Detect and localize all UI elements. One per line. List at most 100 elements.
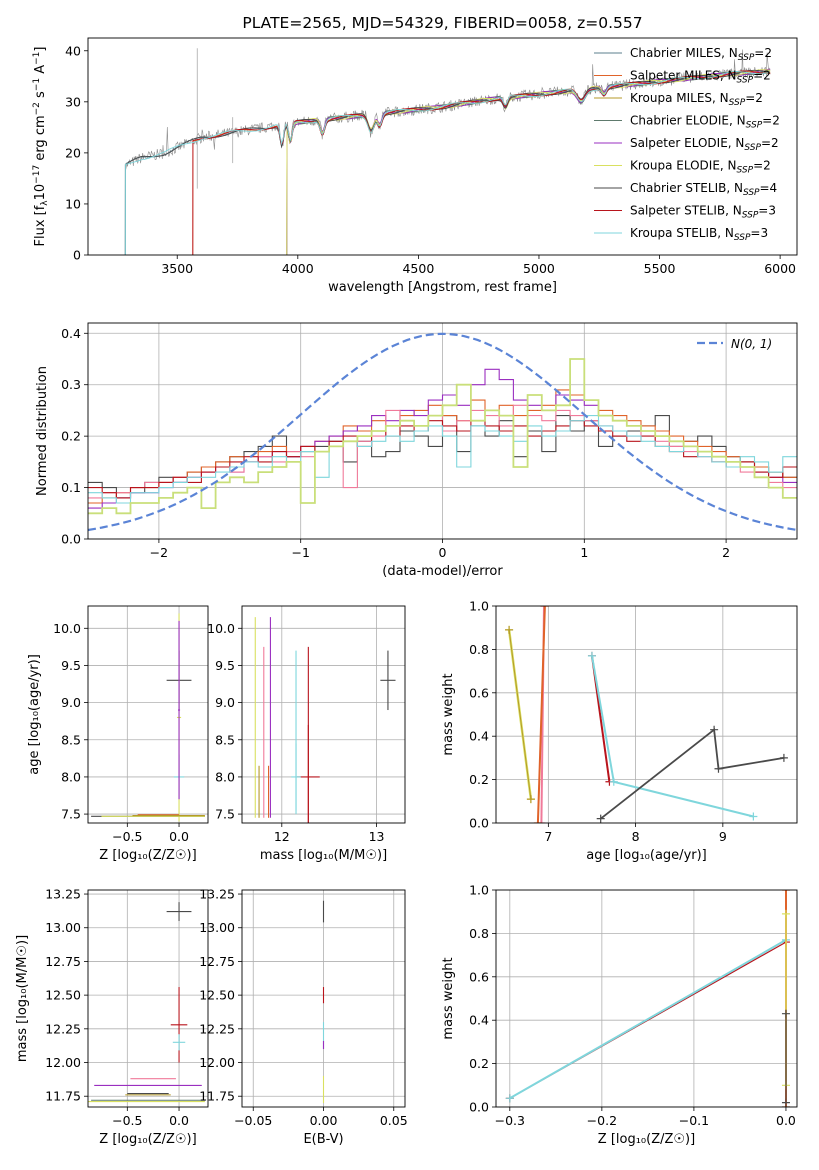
y-axis-label: age [log₁₀(age/yr)] xyxy=(27,654,42,775)
weight-line xyxy=(536,606,546,823)
axes-frame xyxy=(241,605,406,824)
y-tick-label: 12.00 xyxy=(199,1055,235,1070)
plot-area xyxy=(88,323,797,539)
weight-line xyxy=(600,727,785,820)
y-tick-label: 1.0 xyxy=(469,883,489,898)
y-tick-label: 0.6 xyxy=(469,685,489,700)
axes-frame xyxy=(495,889,798,1108)
x-tick-label: −0.3 xyxy=(495,1113,525,1128)
legend-label: Kroupa STELIB, NSSP=3 xyxy=(630,226,768,243)
x-axis-label: age [log₁₀(age/yr)] xyxy=(586,848,707,863)
y-tick-label: 7.5 xyxy=(61,807,81,822)
plot-area xyxy=(124,48,771,255)
legend: Chabrier MILES, NSSP=2 Salpeter MILES, NS… xyxy=(594,46,780,243)
y-tick-label: 8.5 xyxy=(215,732,235,747)
y-tick-label: 12.75 xyxy=(45,954,81,969)
legend-label: Salpeter ELODIE, NSSP=2 xyxy=(630,136,779,153)
x-tick-label: 0.05 xyxy=(380,1113,408,1128)
y-tick-label: 0.0 xyxy=(469,816,489,831)
y-tick-label: 8.0 xyxy=(61,769,81,784)
x-tick-label: 7 xyxy=(544,829,552,844)
y-tick-label: 13.00 xyxy=(199,920,235,935)
legend-label: Kroupa MILES, NSSP=2 xyxy=(630,91,763,108)
x-axis-label: wavelength [Angstrom, rest frame] xyxy=(328,280,557,295)
y-tick-label: 0.4 xyxy=(469,1013,489,1028)
x-axis-label: Z [log₁₀(Z/Z☉)] xyxy=(598,1132,695,1147)
legend-label: Chabrier MILES, NSSP=2 xyxy=(630,46,772,63)
y-tick-label: 1.0 xyxy=(469,599,489,614)
panel-spectrum: 3500 4000 4500 5000 5500 6000 0 10 20 30 40 Chabrie… xyxy=(32,37,798,295)
y-tick-label: 11.75 xyxy=(199,1089,235,1104)
x-tick-label: 4000 xyxy=(282,261,314,276)
legend-label: Salpeter STELIB, NSSP=3 xyxy=(630,204,776,221)
legend-label: Chabrier STELIB, NSSP=4 xyxy=(630,181,777,198)
y-tick-label: 13.25 xyxy=(45,887,81,902)
y-tick-label: 0 xyxy=(73,248,81,263)
histogram-step xyxy=(88,415,797,504)
axes-frame xyxy=(87,605,209,824)
x-tick-label: 3500 xyxy=(161,261,193,276)
y-tick-label: 12.25 xyxy=(45,1021,81,1036)
y-tick-label: 12.50 xyxy=(199,988,235,1003)
y-tick-label: 0.0 xyxy=(61,532,81,547)
axes-frame xyxy=(87,322,798,540)
axes-frame xyxy=(495,605,798,824)
chart-title: PLATE=2565, MJD=54329, FIBERID=0058, z=0… xyxy=(242,14,642,32)
y-tick-label: 7.5 xyxy=(215,807,235,822)
x-tick-label: 5500 xyxy=(644,261,676,276)
plot-area xyxy=(88,606,208,823)
x-tick-label: 0.0 xyxy=(776,1113,796,1128)
y-tick-label: 9.5 xyxy=(61,658,81,673)
y-axis-label: mass weight xyxy=(441,673,456,755)
plot-area xyxy=(496,890,797,1107)
y-tick-label: 8.0 xyxy=(215,769,235,784)
weight-marker xyxy=(749,812,758,821)
y-tick-label: 10.0 xyxy=(207,621,235,636)
y-tick-label: 12.25 xyxy=(199,1021,235,1036)
weight-marker xyxy=(714,764,723,773)
panel-weight-Z: −0.3 −0.2 −0.1 0.0 0.0 0.2 0.4 0.6 0.8 1.0 Z [log₁… xyxy=(441,883,798,1147)
x-tick-label: −1 xyxy=(291,545,309,560)
plot-area xyxy=(242,606,405,823)
y-tick-label: 9.0 xyxy=(61,695,81,710)
y-axis-label: Normed distribution xyxy=(35,366,50,496)
x-tick-label: 9 xyxy=(719,829,727,844)
y-tick-label: 30 xyxy=(65,94,81,109)
x-tick-label: 0.00 xyxy=(310,1113,338,1128)
weight-marker xyxy=(505,1094,514,1103)
y-tick-label: 20 xyxy=(65,145,81,160)
x-axis-label: (data-model)/error xyxy=(382,564,503,579)
y-tick-label: 9.5 xyxy=(215,658,235,673)
weight-marker xyxy=(587,651,596,660)
histogram-step xyxy=(88,358,797,515)
x-tick-label: −0.2 xyxy=(587,1113,617,1128)
model-line xyxy=(124,71,770,255)
axes-frame xyxy=(241,889,406,1108)
legend-label: N(0, 1) xyxy=(731,337,772,351)
panel-mass-EBV: −0.05 0.00 0.05 11.75 12.00 12.25 12.50 12.75 13… xyxy=(199,887,407,1147)
plot-area xyxy=(242,890,405,1107)
y-tick-label: 0.2 xyxy=(469,772,489,787)
x-tick-label: −2 xyxy=(150,545,168,560)
weight-marker xyxy=(537,819,546,823)
x-tick-label: 4500 xyxy=(402,261,434,276)
x-axis-label: Z [log₁₀(Z/Z☉)] xyxy=(99,1132,196,1147)
y-tick-label: 0.2 xyxy=(61,429,81,444)
x-tick-label: 13 xyxy=(369,829,385,844)
plot-area xyxy=(88,890,208,1107)
x-axis-label: mass [log₁₀(M/M☉)] xyxy=(260,848,387,863)
weight-marker xyxy=(781,909,790,918)
y-tick-label: 12.50 xyxy=(45,988,81,1003)
y-axis-label: Flux [fλ10−17 erg cm−2 s−1 A−1] xyxy=(32,47,50,247)
x-tick-label: 2 xyxy=(722,545,730,560)
weight-marker xyxy=(781,1009,790,1018)
weight-marker xyxy=(710,725,719,734)
panel-weight-age: 7 8 9 0.0 0.2 0.4 0.6 0.8 1.0 age [log₁₀(age/yr)]… xyxy=(441,599,798,863)
x-tick-label: −0.5 xyxy=(112,1113,142,1128)
y-tick-label: 0.1 xyxy=(61,480,81,495)
x-tick-label: 0 xyxy=(439,545,447,560)
weight-marker xyxy=(526,795,535,804)
legend-label: Chabrier ELODIE, NSSP=2 xyxy=(630,114,780,131)
gaussian-curve xyxy=(88,332,797,532)
